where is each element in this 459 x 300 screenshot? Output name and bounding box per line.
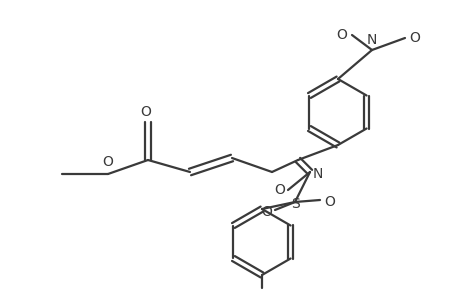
Text: O: O: [261, 205, 272, 219]
Text: O: O: [324, 195, 335, 209]
Text: O: O: [336, 28, 347, 42]
Text: O: O: [274, 183, 285, 197]
Text: O: O: [409, 31, 420, 45]
Text: N: N: [366, 33, 376, 47]
Text: S: S: [290, 197, 299, 211]
Text: N: N: [312, 167, 323, 181]
Text: O: O: [102, 155, 113, 169]
Text: O: O: [140, 105, 151, 119]
